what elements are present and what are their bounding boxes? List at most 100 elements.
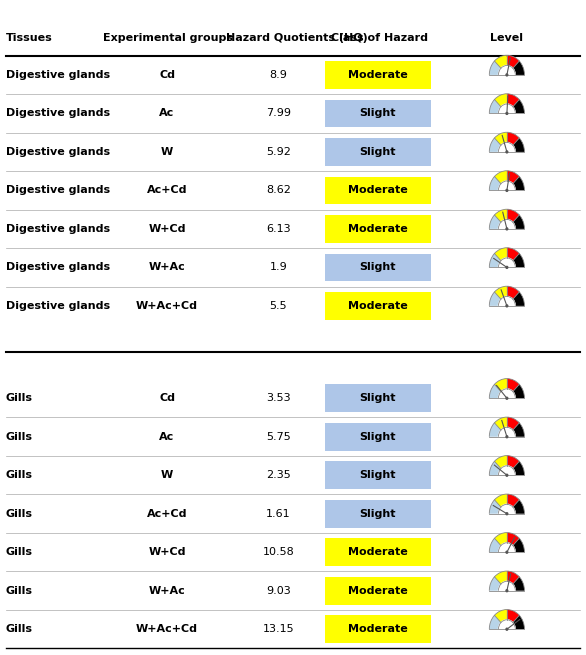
Wedge shape (489, 500, 501, 514)
Circle shape (499, 104, 515, 123)
Wedge shape (495, 379, 507, 392)
Wedge shape (489, 215, 501, 229)
Text: Moderate: Moderate (348, 185, 408, 195)
Text: 5.5: 5.5 (270, 301, 287, 311)
FancyBboxPatch shape (489, 306, 524, 309)
Text: Digestive glands: Digestive glands (6, 263, 110, 272)
Wedge shape (513, 138, 524, 152)
Text: Moderate: Moderate (348, 586, 408, 595)
Text: Gills: Gills (6, 509, 33, 519)
Circle shape (499, 620, 515, 639)
Circle shape (499, 66, 515, 84)
Text: Digestive glands: Digestive glands (6, 301, 110, 311)
Text: Slight: Slight (360, 263, 396, 272)
Circle shape (506, 305, 507, 307)
FancyBboxPatch shape (489, 437, 524, 440)
FancyBboxPatch shape (325, 177, 431, 204)
Text: Slight: Slight (360, 432, 396, 441)
Wedge shape (507, 248, 519, 261)
Text: Experimental groups: Experimental groups (103, 33, 233, 43)
Wedge shape (489, 100, 501, 113)
Wedge shape (495, 417, 507, 430)
FancyBboxPatch shape (325, 500, 431, 527)
Wedge shape (507, 209, 519, 222)
Text: Digestive glands: Digestive glands (6, 70, 110, 80)
Wedge shape (495, 610, 507, 622)
Text: Moderate: Moderate (348, 547, 408, 557)
Wedge shape (489, 461, 501, 476)
Text: Hazard Quotients (HQ): Hazard Quotients (HQ) (226, 33, 367, 43)
Text: 13.15: 13.15 (263, 624, 294, 634)
FancyBboxPatch shape (325, 384, 431, 412)
Text: Tissues: Tissues (6, 33, 53, 43)
Text: Cd: Cd (159, 70, 175, 80)
FancyBboxPatch shape (489, 267, 524, 271)
FancyBboxPatch shape (325, 423, 431, 451)
FancyBboxPatch shape (325, 61, 431, 89)
Wedge shape (489, 615, 501, 629)
Text: Ac: Ac (159, 432, 175, 441)
Text: Ac: Ac (159, 109, 175, 119)
Circle shape (506, 436, 507, 438)
Wedge shape (489, 538, 501, 552)
Text: 2.35: 2.35 (266, 470, 291, 480)
Text: 9.03: 9.03 (266, 586, 291, 595)
Wedge shape (495, 132, 507, 145)
Wedge shape (513, 61, 524, 75)
Wedge shape (489, 253, 501, 267)
Wedge shape (495, 248, 507, 261)
Text: Level: Level (490, 33, 523, 43)
Circle shape (499, 543, 515, 561)
Wedge shape (507, 494, 519, 507)
Wedge shape (507, 610, 519, 622)
Text: Gills: Gills (6, 470, 33, 480)
Text: Slight: Slight (360, 109, 396, 119)
Text: W+Ac: W+Ac (149, 263, 185, 272)
Text: Moderate: Moderate (348, 624, 408, 634)
Circle shape (499, 258, 515, 277)
FancyBboxPatch shape (325, 538, 431, 566)
Text: 1.61: 1.61 (266, 509, 291, 519)
Text: Gills: Gills (6, 393, 33, 403)
Wedge shape (513, 100, 524, 113)
Wedge shape (513, 215, 524, 229)
Text: Slight: Slight (360, 509, 396, 519)
Wedge shape (495, 533, 507, 546)
Wedge shape (507, 55, 519, 68)
Wedge shape (513, 577, 524, 591)
Text: Gills: Gills (6, 547, 33, 557)
Text: W+Ac: W+Ac (149, 586, 185, 595)
Wedge shape (513, 500, 524, 514)
Text: 5.92: 5.92 (266, 147, 291, 157)
Wedge shape (507, 417, 519, 430)
Wedge shape (495, 94, 507, 107)
Wedge shape (507, 286, 519, 299)
Wedge shape (489, 176, 501, 191)
Text: Moderate: Moderate (348, 70, 408, 80)
FancyBboxPatch shape (489, 113, 524, 117)
Circle shape (506, 113, 507, 115)
Text: Slight: Slight (360, 147, 396, 157)
FancyBboxPatch shape (489, 552, 524, 555)
Text: Moderate: Moderate (348, 301, 408, 311)
FancyBboxPatch shape (325, 138, 431, 166)
Wedge shape (495, 55, 507, 68)
Wedge shape (489, 577, 501, 591)
FancyBboxPatch shape (325, 577, 431, 605)
Wedge shape (513, 176, 524, 191)
FancyBboxPatch shape (325, 292, 431, 320)
Circle shape (506, 474, 507, 476)
Text: Cd: Cd (159, 393, 175, 403)
Text: 7.99: 7.99 (266, 109, 291, 119)
FancyBboxPatch shape (325, 100, 431, 127)
Text: W: W (161, 147, 173, 157)
Text: Ac+Cd: Ac+Cd (146, 185, 188, 195)
FancyBboxPatch shape (489, 191, 524, 193)
Text: W+Cd: W+Cd (148, 547, 186, 557)
Text: 8.62: 8.62 (266, 185, 291, 195)
Circle shape (506, 228, 507, 230)
Text: Ac+Cd: Ac+Cd (146, 509, 188, 519)
Text: 3.53: 3.53 (266, 393, 291, 403)
Circle shape (499, 466, 515, 485)
FancyBboxPatch shape (489, 476, 524, 478)
